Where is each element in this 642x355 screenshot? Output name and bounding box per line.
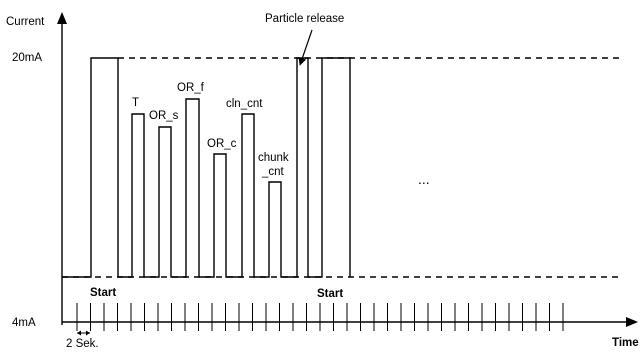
x-axis-label: Time bbox=[612, 337, 639, 349]
pulse-label-or-c: OR_c bbox=[207, 138, 237, 150]
pulse-label-cln-cnt: cln_cnt bbox=[226, 98, 263, 110]
current-waveform bbox=[62, 57, 351, 278]
pulse-label-or-s: OR_s bbox=[149, 110, 179, 122]
pulse-label-cnt: _cnt bbox=[261, 166, 285, 178]
pulse-label-t: T bbox=[132, 97, 139, 109]
time-ticks bbox=[76, 303, 564, 331]
pulse-label-chunk: chunk bbox=[258, 152, 289, 164]
particle-release-label: Particle release bbox=[265, 13, 344, 25]
high-level-label: 20mA bbox=[12, 52, 42, 64]
y-axis-label: Current bbox=[6, 16, 45, 28]
particle-release-arrow bbox=[298, 29, 313, 66]
start-label-2: Start bbox=[317, 288, 343, 300]
low-level-label: 4mA bbox=[12, 317, 36, 329]
x-axis-arrowhead bbox=[626, 317, 638, 327]
start-label-1: Start bbox=[90, 287, 116, 299]
tick-interval-arrow-right bbox=[86, 330, 90, 336]
y-axis-arrowhead bbox=[57, 12, 67, 24]
tick-interval-label: 2 Sek. bbox=[66, 338, 99, 350]
continuation-ellipsis: ... bbox=[418, 171, 430, 187]
tick-interval-arrow-left bbox=[77, 330, 81, 336]
pulse-label-or-f: OR_f bbox=[177, 82, 205, 94]
